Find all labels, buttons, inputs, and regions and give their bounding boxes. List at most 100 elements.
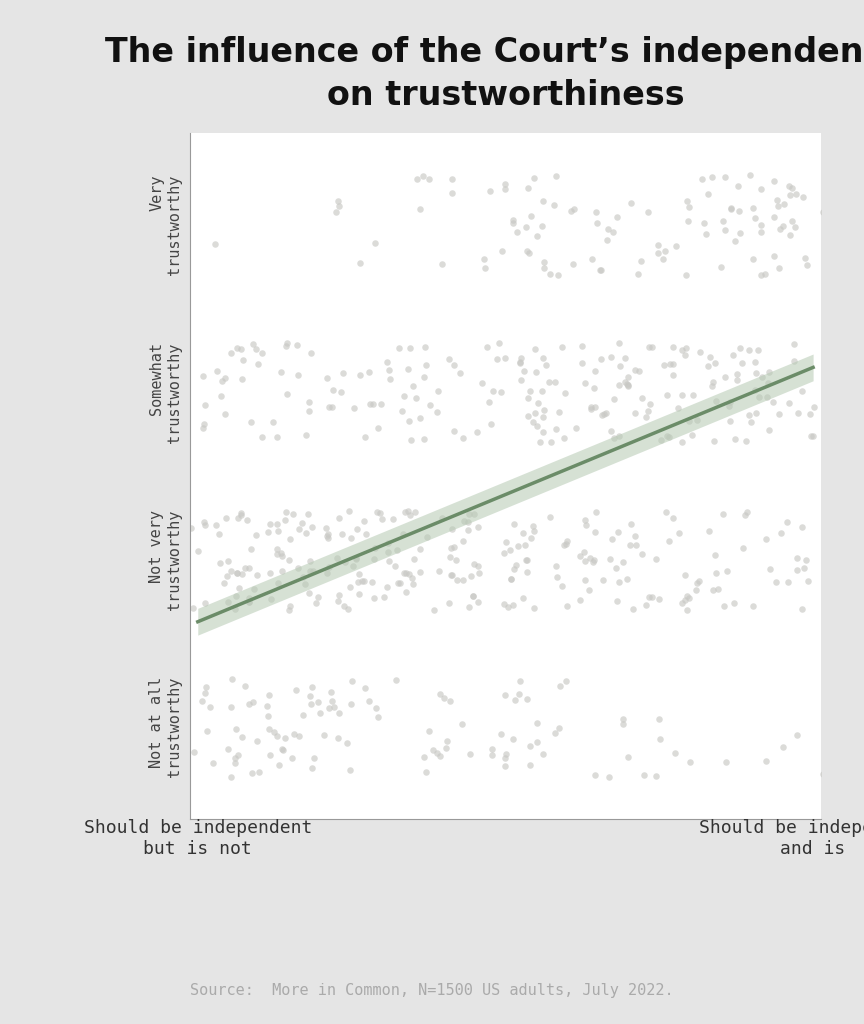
Point xyxy=(560,534,574,550)
Point xyxy=(766,172,780,188)
Point xyxy=(321,370,334,386)
Point xyxy=(262,687,276,703)
Point xyxy=(342,503,356,519)
Point xyxy=(353,367,367,383)
Point xyxy=(225,671,238,687)
Point xyxy=(664,355,677,372)
Point xyxy=(332,705,346,721)
Point xyxy=(746,598,760,614)
Point xyxy=(721,562,734,579)
Point xyxy=(518,537,532,553)
Point xyxy=(677,592,691,608)
Point xyxy=(588,362,601,379)
Point xyxy=(589,204,603,220)
Point xyxy=(321,564,334,581)
Point xyxy=(309,595,323,611)
Point xyxy=(263,565,276,582)
Point xyxy=(718,222,732,239)
Point xyxy=(386,511,400,527)
Point xyxy=(506,597,520,613)
Point xyxy=(718,169,732,185)
Point xyxy=(289,682,303,698)
Point xyxy=(666,510,680,526)
Point xyxy=(499,750,512,766)
Point xyxy=(199,684,213,700)
Point xyxy=(450,572,464,589)
Point xyxy=(444,567,458,584)
Point xyxy=(457,513,471,529)
Point xyxy=(462,599,476,615)
Point xyxy=(771,198,785,214)
Point xyxy=(510,224,524,241)
Point xyxy=(769,573,783,590)
Point xyxy=(524,529,537,546)
Point xyxy=(612,335,626,351)
Point xyxy=(680,588,694,604)
Point xyxy=(375,511,389,527)
Point xyxy=(709,393,723,410)
Point xyxy=(493,726,507,742)
Point xyxy=(521,390,535,407)
Point xyxy=(651,245,664,261)
Point xyxy=(716,213,730,229)
Point xyxy=(261,524,275,541)
Point xyxy=(616,716,630,732)
Point xyxy=(550,568,564,585)
Point xyxy=(304,696,318,713)
Point xyxy=(235,565,249,582)
Point xyxy=(432,563,446,580)
Point xyxy=(752,388,766,404)
Point xyxy=(530,734,544,751)
Point xyxy=(543,266,557,283)
Point xyxy=(475,375,489,391)
Point xyxy=(388,558,402,574)
Point xyxy=(594,262,607,279)
Point xyxy=(456,532,470,549)
Point xyxy=(607,391,620,408)
Point xyxy=(279,504,293,520)
Point xyxy=(753,267,767,284)
Point xyxy=(701,186,715,203)
Point xyxy=(420,357,434,374)
Point xyxy=(302,394,316,411)
Point xyxy=(528,341,542,357)
Point xyxy=(166,542,180,558)
Point xyxy=(270,728,283,744)
Point xyxy=(416,168,430,184)
Point xyxy=(587,551,600,567)
Point xyxy=(282,602,295,618)
Point xyxy=(782,395,796,412)
Point xyxy=(283,531,297,548)
Point xyxy=(584,401,598,418)
Point xyxy=(549,558,562,574)
Point xyxy=(774,524,788,541)
Point xyxy=(362,365,376,381)
Point xyxy=(499,349,512,366)
Point xyxy=(567,201,581,217)
Point xyxy=(583,550,597,566)
Point xyxy=(405,570,419,587)
Point xyxy=(645,589,659,605)
Point xyxy=(742,407,756,423)
Point xyxy=(581,582,595,598)
Point xyxy=(784,226,797,243)
Point xyxy=(706,374,720,390)
Point xyxy=(198,397,212,414)
Point xyxy=(733,224,746,241)
Point xyxy=(575,355,588,372)
Point xyxy=(419,763,433,779)
Point xyxy=(463,746,477,763)
Point xyxy=(790,550,804,566)
Point xyxy=(198,416,212,432)
Point xyxy=(219,510,233,526)
Point xyxy=(442,351,456,368)
Point xyxy=(749,365,763,381)
Point xyxy=(231,510,245,526)
Point xyxy=(669,239,683,255)
Point xyxy=(628,527,642,544)
Point xyxy=(706,582,720,598)
Point xyxy=(445,567,459,584)
Point xyxy=(641,204,655,220)
Point xyxy=(197,513,211,529)
Point xyxy=(333,509,346,525)
